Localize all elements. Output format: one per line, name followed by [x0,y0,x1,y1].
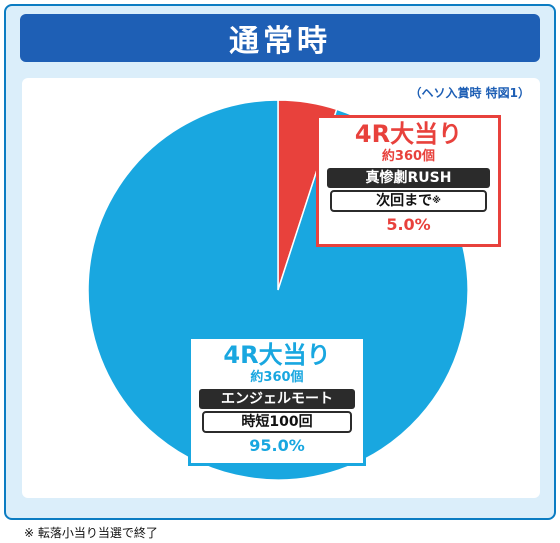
prize-count: 約360個 [250,370,304,385]
prize-title: 4R大当り [223,341,331,369]
mode-name: 真惨劇RUSH [327,168,490,188]
prize-count: 約360個 [381,149,436,164]
condition-note: （ヘソ入賞時 特図1） [409,86,530,100]
footnote-mark: ※ [432,196,441,206]
mode-detail: 時短100回 [202,411,352,433]
slice-label-rush: 4R大当り 約360個 真惨劇RUSH 次回まで※ 5.0% [316,115,501,247]
footnote: ※ 転落小当り当選で終了 [24,526,158,540]
slice-percent: 95.0% [249,436,305,455]
mode-detail-text: 次回まで [376,193,433,209]
mode-name: エンジェルモート [199,389,355,409]
prize-title: 4R大当り [354,120,463,148]
slice-label-angel: 4R大当り 約360個 エンジェルモート 時短100回 95.0% [188,336,366,466]
page-title: 通常時 [20,14,540,62]
slice-percent: 5.0% [386,215,431,234]
mode-detail: 次回まで※ [330,190,487,212]
